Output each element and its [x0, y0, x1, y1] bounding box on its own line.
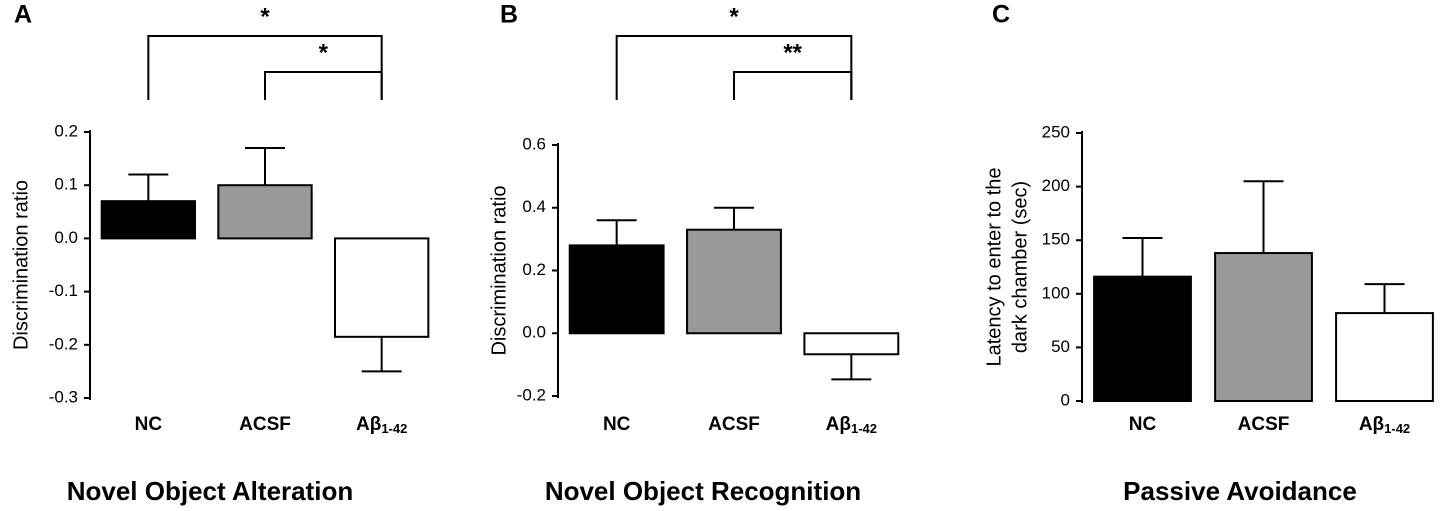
y-tick-label: 150: [1042, 230, 1070, 249]
chart-title: Novel Object Alteration: [67, 476, 354, 506]
bar: [803, 332, 900, 356]
y-axis-label: dark chamber (sec): [1009, 181, 1031, 353]
bar: [568, 244, 665, 335]
bar: [217, 184, 313, 240]
y-axis-label: Discrimination ratio: [488, 185, 510, 355]
significance-label: *: [260, 3, 270, 30]
y-tick-label: 0.2: [54, 121, 78, 140]
y-tick-label: 0.4: [522, 197, 546, 216]
significance-label: *: [319, 39, 329, 66]
significance-bracket: [264, 71, 383, 100]
y-tick-label: 100: [1042, 283, 1070, 302]
x-tick-label: ACSF: [239, 414, 291, 435]
y-tick-label: 0.6: [522, 134, 546, 153]
panel-label: B: [500, 1, 518, 29]
bar: [686, 228, 782, 335]
x-tick-label: NC: [1129, 414, 1157, 435]
significance-bracket: [733, 71, 853, 100]
chart-title: Passive Avoidance: [1123, 476, 1357, 506]
bar: [1214, 252, 1313, 402]
x-tick-label: Aβ1-42: [1359, 414, 1410, 436]
y-tick-label: 0.1: [54, 175, 78, 194]
bar: [1093, 275, 1192, 403]
significance-bracket: [615, 35, 853, 100]
y-tick-label: 0.2: [522, 260, 546, 279]
bar: [100, 200, 196, 240]
panel-label: A: [14, 1, 32, 29]
y-tick-label: 50: [1051, 337, 1070, 356]
y-tick-label: -0.2: [517, 385, 546, 404]
y-tick-label: -0.3: [49, 387, 78, 406]
significance-label: *: [729, 3, 739, 30]
y-axis-label: Latency to enter to the: [983, 167, 1005, 366]
significance-label: **: [783, 39, 802, 66]
y-tick-label: 250: [1042, 122, 1070, 141]
y-tick-label: -0.1: [49, 281, 78, 300]
significance-bracket: [147, 35, 383, 100]
y-axis-label: Discrimination ratio: [10, 180, 32, 350]
y-tick-label: 0.0: [54, 228, 78, 247]
bar: [1335, 312, 1434, 403]
y-tick-label: 0.0: [522, 323, 546, 342]
x-tick-label: ACSF: [708, 414, 760, 435]
y-tick-label: 200: [1042, 176, 1070, 195]
y-tick-label: 0: [1061, 390, 1070, 409]
y-tick-label: -0.2: [49, 334, 78, 353]
x-tick-label: Aβ1-42: [356, 414, 407, 436]
panel-label: C: [992, 1, 1010, 29]
chart-title: Novel Object Recognition: [545, 476, 861, 506]
x-tick-label: NC: [603, 414, 631, 435]
x-tick-label: Aβ1-42: [826, 414, 877, 436]
x-tick-label: ACSF: [1238, 414, 1290, 435]
bar: [334, 237, 430, 338]
x-tick-label: NC: [135, 414, 163, 435]
